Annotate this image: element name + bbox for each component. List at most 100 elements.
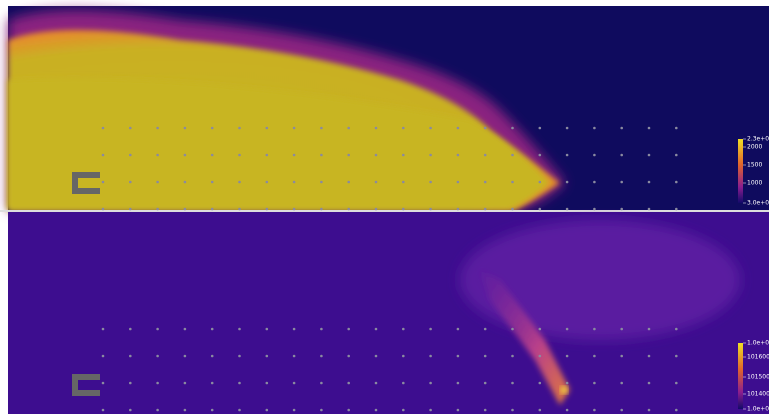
probe-point — [620, 153, 623, 157]
probe-point — [647, 354, 651, 358]
colorbar-label: 1000 — [747, 180, 762, 187]
probe-point — [620, 327, 623, 331]
probe-point — [483, 381, 487, 385]
probe-point — [483, 126, 487, 130]
probe-point — [183, 327, 187, 331]
probe-point — [511, 354, 514, 358]
probe-point — [210, 126, 214, 130]
probe-point — [538, 354, 542, 358]
probe-point — [156, 381, 159, 385]
probe-point — [647, 381, 651, 385]
probe-point — [593, 408, 596, 412]
probe-point — [320, 153, 323, 157]
probe-point — [156, 327, 159, 331]
probe-point — [292, 126, 296, 130]
probe-point — [593, 381, 596, 385]
probe-point — [347, 354, 351, 358]
probe-point — [593, 126, 596, 130]
probe-point — [320, 354, 323, 358]
probe-point — [675, 126, 678, 130]
probe-point — [647, 408, 651, 412]
probe-point — [210, 381, 214, 385]
probe-point — [620, 126, 623, 130]
colorbar-label: 101600 — [747, 354, 769, 361]
probe-point — [265, 180, 269, 184]
probe-point — [511, 408, 514, 412]
colorbar — [738, 343, 743, 409]
colorbar-label: 2.3e+03 — [747, 136, 769, 143]
probe-point — [483, 153, 487, 157]
probe-point — [129, 126, 132, 130]
probe-point — [402, 381, 405, 385]
probe-point — [675, 180, 678, 184]
probe-point — [101, 327, 105, 331]
probe-point — [347, 180, 351, 184]
probe-point — [538, 153, 542, 157]
probe-point — [675, 354, 678, 358]
probe-point — [456, 327, 460, 331]
probe-point — [456, 180, 460, 184]
probe-point — [565, 408, 569, 412]
probe-point — [374, 327, 378, 331]
probe-point — [483, 327, 487, 331]
probe-point — [538, 327, 542, 331]
probe-point — [101, 180, 105, 184]
colorbar-label: 1.0e+05 — [747, 340, 769, 347]
probe-point — [565, 381, 569, 385]
probe-point — [347, 207, 351, 211]
probe-point — [538, 126, 542, 130]
probe-point — [210, 354, 214, 358]
probe-point — [265, 207, 269, 211]
probe-point — [675, 381, 678, 385]
probe-point — [538, 381, 542, 385]
probe-point — [620, 207, 623, 211]
probe-point — [210, 207, 214, 211]
plume-core — [8, 78, 550, 210]
probe-point — [402, 207, 405, 211]
probe-point — [593, 327, 596, 331]
probe-point — [511, 126, 514, 130]
probe-point — [675, 207, 678, 211]
probe-point — [402, 354, 405, 358]
probe-point — [265, 327, 269, 331]
probe-point — [129, 381, 132, 385]
probe-point — [238, 354, 241, 358]
probe-point — [402, 327, 405, 331]
probe-point — [511, 207, 514, 211]
colorbar-label: 1500 — [747, 162, 762, 169]
probe-point — [565, 327, 569, 331]
probe-point — [292, 153, 296, 157]
probe-point — [374, 153, 378, 157]
probe-point — [429, 126, 432, 130]
probe-point — [129, 153, 132, 157]
colorbar-label: 2000 — [747, 144, 762, 151]
probe-point — [565, 354, 569, 358]
probe-point — [347, 153, 351, 157]
probe-point — [483, 354, 487, 358]
colorbar-label: 1.0e+05 — [747, 406, 769, 413]
probe-point — [129, 354, 132, 358]
probe-point — [538, 180, 542, 184]
obstacle — [72, 374, 100, 396]
probe-grid — [101, 126, 678, 412]
probe-point — [593, 207, 596, 211]
probe-point — [320, 180, 323, 184]
probe-point — [238, 126, 241, 130]
probe-point — [483, 180, 487, 184]
probe-point — [238, 408, 241, 412]
probe-point — [511, 153, 514, 157]
probe-point — [265, 408, 269, 412]
probe-point — [675, 408, 678, 412]
probe-point — [320, 207, 323, 211]
probe-point — [320, 327, 323, 331]
probe-point — [565, 207, 569, 211]
probe-point — [238, 327, 241, 331]
probe-point — [210, 327, 214, 331]
probe-point — [429, 207, 432, 211]
probe-point — [156, 153, 159, 157]
probe-point — [374, 354, 378, 358]
probe-point — [429, 381, 432, 385]
probe-point — [210, 180, 214, 184]
probe-point — [101, 354, 105, 358]
probe-point — [429, 408, 432, 412]
